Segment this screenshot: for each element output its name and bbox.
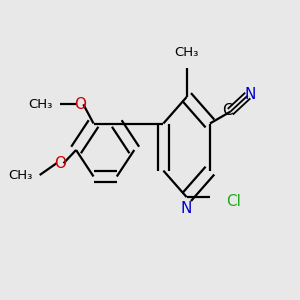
Text: CH₃: CH₃ [8,169,32,182]
Text: O: O [54,156,66,171]
Text: O: O [74,97,86,112]
Text: N: N [181,201,192,216]
Text: N: N [245,87,256,102]
Text: CH₃: CH₃ [28,98,53,111]
Text: CH₃: CH₃ [175,46,199,59]
Text: Cl: Cl [226,194,241,209]
Text: C: C [222,103,233,118]
